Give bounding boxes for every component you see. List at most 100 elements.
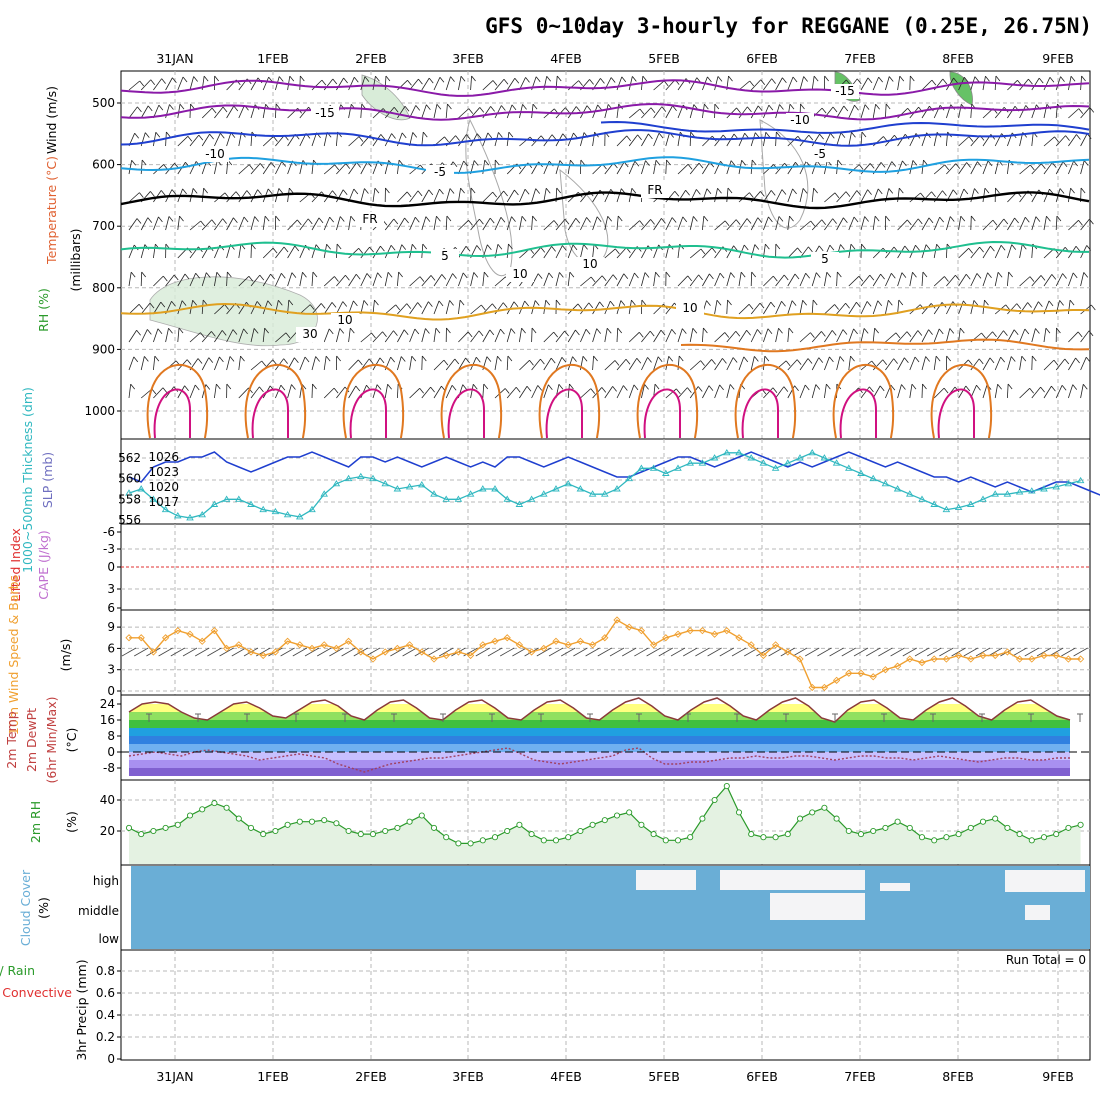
wind10-speed-point (601, 634, 609, 642)
wind-barb-flag (1003, 330, 1008, 336)
wind-barb (336, 301, 344, 315)
wind-barb (750, 217, 759, 231)
wind-barb (592, 275, 603, 287)
wind-barb-flag (545, 187, 551, 194)
wind-barb-flag (532, 215, 537, 222)
wind-barb (384, 245, 392, 259)
wind-barb (189, 76, 195, 91)
wind-barb-flag (821, 219, 827, 226)
wind-barb (409, 387, 420, 399)
wind10-barb (402, 647, 417, 657)
wind-barb-flag (904, 357, 909, 364)
wind-barb-flag (511, 216, 516, 222)
thickness-point (881, 479, 890, 487)
wind-barb (555, 330, 565, 343)
wind-barb (872, 385, 881, 399)
wind-barb (958, 136, 970, 147)
wind-barb-flag (782, 77, 787, 84)
wind-barb-flag (288, 187, 294, 194)
wind-barb (689, 274, 699, 287)
wind-barb (372, 76, 376, 91)
wind-barb (421, 328, 426, 343)
wind-barb (872, 328, 876, 343)
wind-barb-flag (168, 328, 173, 334)
wind-barb (531, 247, 542, 259)
wind-barb-flag (840, 132, 846, 138)
wind-barb (482, 191, 493, 203)
wind-barb (933, 387, 945, 399)
wind-barb-flag (291, 384, 296, 390)
wind-barb-flag (797, 247, 802, 254)
wind-barb-flag (147, 217, 153, 223)
wind-barb-flag (1085, 356, 1091, 363)
wind-barb-flag (843, 105, 849, 112)
cloud-clear-patch (636, 870, 696, 890)
thickness-point (283, 510, 292, 518)
wind-barb-flag (785, 360, 791, 367)
wind-barb (543, 357, 552, 371)
wind-barb (665, 217, 673, 231)
wind-barb-flag (515, 387, 521, 393)
wind-barb-flag (746, 330, 751, 336)
wind-barb (702, 328, 704, 343)
wind-barb-flag (193, 76, 198, 82)
wind-barb-flag (879, 385, 885, 392)
wind-barb-flag (711, 247, 717, 254)
wind-barb (824, 192, 836, 203)
wind-barb (140, 244, 146, 259)
wind-barb (397, 160, 400, 175)
wind-barb-flag (634, 272, 639, 279)
wind-barb (677, 387, 688, 399)
wind-barb-flag (358, 136, 364, 142)
wind-barb-flag (407, 80, 412, 86)
wind-barb-flag (278, 188, 284, 194)
wind-barb (763, 301, 772, 315)
date-label-top: 31JAN (156, 51, 193, 66)
wind-barb (799, 188, 804, 203)
axis-label: 1000~500mb Thickness (dm) (20, 387, 35, 573)
wind-barb-flag (1078, 220, 1083, 226)
wind-barb (323, 328, 330, 343)
wind-barb-flag (521, 216, 527, 222)
wind-barb-flag (573, 132, 578, 139)
wind10-speed-point (942, 655, 951, 663)
wind-barb-flag (821, 331, 826, 337)
wind-barb (140, 217, 149, 231)
wind-barb (677, 328, 683, 343)
wind-barb (897, 160, 903, 175)
wind-barb-flag (867, 77, 873, 84)
wind-barb (1068, 76, 1072, 91)
thickness-point (332, 479, 341, 487)
wind-barb (226, 105, 235, 119)
y-tick-label: 9 (107, 620, 115, 634)
wind-barb (275, 246, 285, 259)
wind-barb (1007, 106, 1016, 119)
rh-point (1028, 837, 1035, 844)
wind-barb (458, 272, 464, 287)
wind-barb (994, 384, 999, 399)
contour-label-bg (431, 249, 459, 264)
wind-barb (214, 356, 220, 371)
wind-barb (885, 246, 895, 259)
wind-barb (153, 356, 156, 371)
wind-barb-flag (500, 217, 506, 223)
wind-barb-flag (353, 76, 359, 83)
thickness-tick-label: 556 (118, 513, 141, 527)
wind-barb (970, 188, 975, 203)
wind-barb (702, 247, 713, 259)
wind-barb (470, 357, 477, 371)
thickness-point (991, 490, 999, 497)
wind-barb (470, 218, 480, 231)
wind-barb (872, 273, 881, 287)
wind-barb (824, 384, 827, 399)
wind-barb (397, 303, 408, 315)
wind-barb (872, 76, 880, 91)
thickness-point (710, 454, 719, 461)
wind10-speed-point (1028, 655, 1036, 663)
wind-barb-flag (342, 301, 348, 307)
wind-barb (580, 132, 585, 147)
wind-barb-flag (623, 273, 629, 280)
wind-barb (824, 272, 828, 287)
rh-point (345, 827, 352, 835)
